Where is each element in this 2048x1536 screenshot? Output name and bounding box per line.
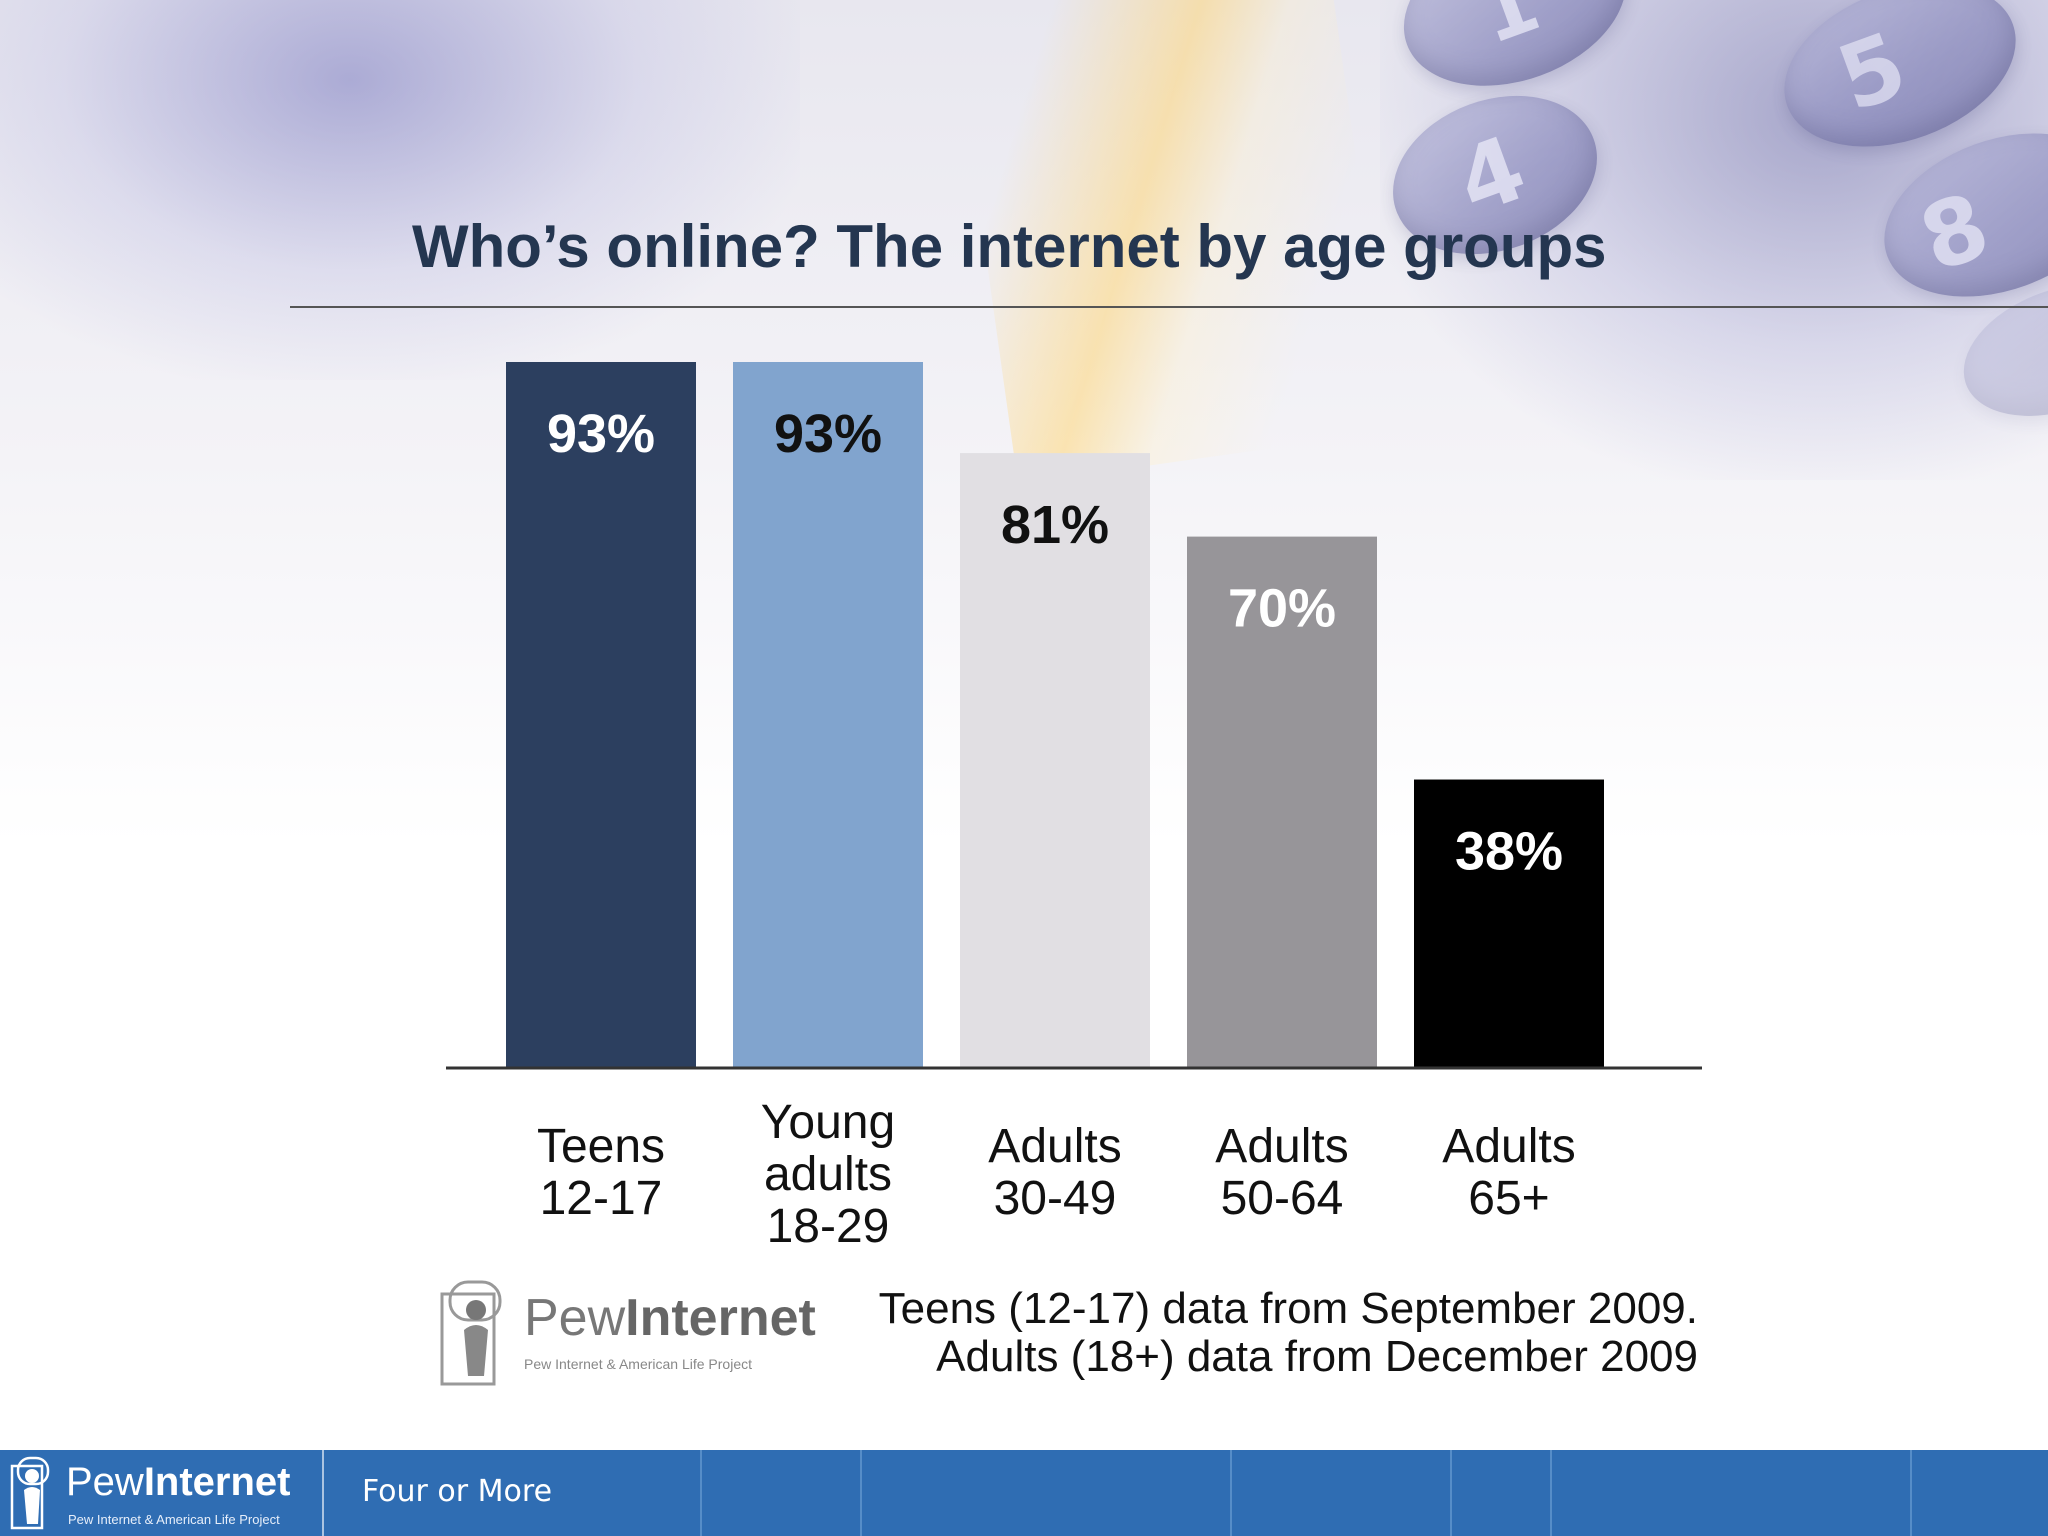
category-label-line: Young — [761, 1096, 895, 1149]
slide-title: Who’s online? The internet by age groups — [412, 213, 1607, 280]
bar-value-label: 81% — [1001, 495, 1109, 555]
bar-0 — [506, 362, 696, 1068]
category-label-line: Adults — [1442, 1120, 1575, 1173]
bar-value-label: 70% — [1228, 579, 1336, 639]
footer-logo-wordmark: PewInternet — [66, 1460, 291, 1504]
bars-group: 93% 93% 81% 70% 38% — [506, 362, 1604, 1068]
category-label: Young adults 18-29 — [761, 1096, 895, 1253]
bar-4 — [1414, 779, 1604, 1068]
category-label: Adults 30-49 — [988, 1120, 1121, 1225]
category-label: Adults 50-64 — [1215, 1120, 1348, 1225]
footer-pew-logo: PewInternet Pew Internet & American Life… — [8, 1456, 308, 1532]
bar-value-label: 93% — [547, 404, 655, 464]
category-label-line: Teens — [537, 1120, 665, 1173]
pew-logo-icon — [440, 1280, 502, 1386]
category-label-line: 12-17 — [540, 1172, 663, 1225]
category-label-line: 18-29 — [767, 1200, 890, 1253]
logo-subtitle: Pew Internet & American Life Project — [524, 1356, 752, 1372]
category-label-line: Adults — [1215, 1120, 1348, 1173]
footer-section-label: Four or More — [362, 1474, 553, 1509]
bar-2 — [960, 453, 1150, 1068]
bar-value-label: 38% — [1455, 822, 1563, 882]
footer-bar: PewInternet Pew Internet & American Life… — [0, 1450, 2048, 1536]
bar-1 — [733, 362, 923, 1068]
logo-wordmark: PewInternet — [524, 1289, 816, 1347]
title-divider — [290, 306, 2048, 308]
source-line-2: Adults (18+) data from December 2009 — [936, 1332, 1698, 1381]
pew-internet-logo: PewInternet Pew Internet & American Life… — [440, 1280, 816, 1390]
category-label: Adults 65+ — [1442, 1120, 1575, 1225]
footer-logo-subtitle: Pew Internet & American Life Project — [68, 1512, 280, 1527]
category-label-line: Adults — [988, 1120, 1121, 1173]
category-label-line: adults — [764, 1148, 892, 1201]
footer-divider — [322, 1450, 324, 1536]
bar-3 — [1187, 536, 1377, 1068]
bar-value-label: 93% — [774, 404, 882, 464]
source-line-1: Teens (12-17) data from September 2009. — [878, 1284, 1698, 1333]
footer-logo-icon — [10, 1456, 50, 1530]
category-label-line: 50-64 — [1221, 1172, 1344, 1225]
source-note: Teens (12-17) data from September 2009. … — [879, 1285, 1698, 1381]
category-label: Teens 12-17 — [537, 1120, 665, 1225]
background-blur — [0, 0, 800, 380]
bar-chart: 93% 93% 81% 70% 38% Teens 12-17 Young adults 18-… — [446, 362, 1702, 1253]
category-label-line: 65+ — [1468, 1172, 1549, 1225]
category-label-line: 30-49 — [994, 1172, 1117, 1225]
